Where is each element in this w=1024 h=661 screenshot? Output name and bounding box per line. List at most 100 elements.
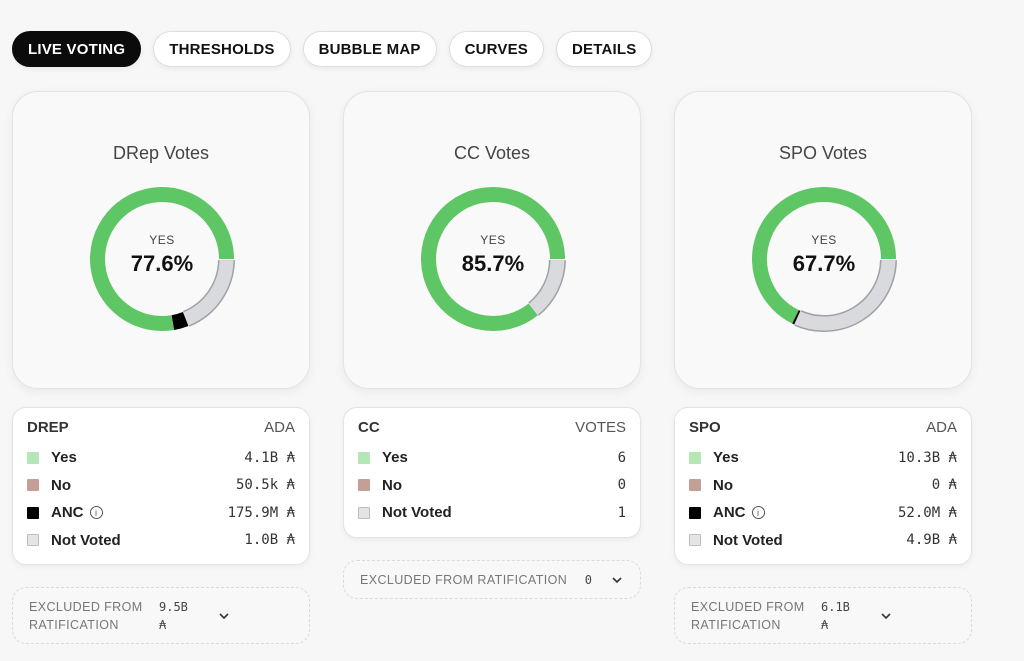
info-icon[interactable]: i (751, 506, 765, 520)
drep-anc-segment (171, 311, 189, 330)
spo-card-title: SPO Votes (778, 143, 868, 163)
legend-value: 6 (617, 449, 626, 466)
spo-anc-segment (792, 310, 801, 325)
legend-label: ANC (51, 504, 84, 522)
legend-row-yes: Yes 6 (358, 444, 626, 472)
cc-yes-percent: 85.7% (461, 251, 525, 276)
cc-column: CC Votes YES 85.7% CC VOTES Yes 6 No 0 N… (343, 91, 641, 538)
drep-donut-center: YES 77.6% (89, 186, 235, 332)
drep-donut-chart (90, 187, 235, 331)
excluded-value: 0 (584, 572, 592, 587)
cc-yes-segment (421, 187, 565, 331)
drep-yes-segment (90, 187, 234, 331)
spo-column: SPO Votes YES 67.7% SPO ADA Yes 10.3B ₳ … (674, 91, 972, 565)
spo-yes-segment (752, 187, 896, 324)
spo-legend: SPO ADA Yes 10.3B ₳ No 0 ₳ ANC i 52.0M ₳ … (674, 407, 972, 565)
info-icon[interactable]: i (89, 506, 103, 520)
drep-yes-percent: 77.6% (130, 251, 194, 276)
legend-value: 175.9M ₳ (227, 504, 295, 521)
excluded-label: EXCLUDED FROM RATIFICATION (360, 572, 568, 587)
drep-legend-title: DREP (27, 419, 69, 436)
legend-value: 4.9B ₳ (906, 532, 957, 549)
drep-votes-card: DRep Votes YES 77.6% (12, 91, 310, 389)
not-voted-swatch (689, 534, 701, 547)
legend-row-no: No 0 (358, 472, 626, 500)
tab-live-voting[interactable]: LIVE VOTING (12, 31, 142, 67)
chevron-down-icon (612, 576, 622, 583)
spo-donut-center: YES 67.7% (751, 186, 897, 332)
legend-row-anc: ANC i 52.0M ₳ (689, 499, 957, 527)
not-voted-swatch (358, 506, 370, 519)
legend-label: Not Voted (382, 504, 452, 522)
cc-legend-title: CC (358, 419, 380, 436)
no-swatch (689, 479, 701, 492)
cc-not-voted-segment (528, 259, 565, 315)
excluded-label: EXCLUDED FROM RATIFICATION (29, 599, 143, 632)
tab-details[interactable]: DETAILS (556, 31, 653, 67)
spo-legend-header: SPO ADA (689, 419, 957, 436)
yes-swatch (689, 451, 701, 464)
legend-value: 10.3B ₳ (897, 449, 957, 466)
legend-value: 0 (617, 477, 626, 494)
legend-value: 1 (617, 504, 626, 521)
legend-label: No (51, 476, 71, 494)
cc-excluded-toggle[interactable]: EXCLUDED FROM RATIFICATION 0 (343, 560, 641, 599)
drep-not-voted-segment (182, 259, 234, 326)
spo-yes-label: YES (811, 233, 837, 247)
legend-label: Not Voted (713, 531, 783, 549)
legend-row-no: No 50.5k ₳ (27, 472, 295, 500)
legend-label: Yes (713, 449, 739, 467)
legend-row-not-voted: Not Voted 4.9B ₳ (689, 527, 957, 555)
anc-swatch (689, 506, 701, 519)
yes-swatch (358, 451, 370, 464)
excluded-label: EXCLUDED FROM RATIFICATION (691, 599, 805, 632)
spo-yes-percent: 67.7% (792, 251, 856, 276)
legend-label: Yes (382, 449, 408, 467)
drep-legend-unit: ADA (264, 419, 295, 436)
legend-label: No (713, 476, 733, 494)
drep-card-title: DRep Votes (112, 143, 210, 163)
legend-row-not-voted: Not Voted 1 (358, 499, 626, 527)
tab-thresholds[interactable]: THRESHOLDS (153, 31, 291, 67)
drep-column: DRep Votes YES 77.6% DREP ADA Yes 4.1B ₳… (12, 91, 310, 565)
yes-swatch (27, 451, 39, 464)
excluded-value: 9.5B ₳ (159, 599, 188, 632)
spo-legend-unit: ADA (926, 419, 957, 436)
cc-donut-chart (421, 187, 566, 331)
not-voted-swatch (27, 534, 39, 547)
legend-label: Yes (51, 449, 77, 467)
legend-value: 4.1B ₳ (244, 449, 295, 466)
legend-label: No (382, 476, 402, 494)
chevron-down-icon (881, 612, 891, 619)
tab-bubble-map[interactable]: BUBBLE MAP (302, 31, 437, 67)
cc-donut-center: YES 85.7% (420, 186, 566, 332)
cc-votes-card: CC Votes YES 85.7% (343, 91, 641, 389)
anc-swatch (27, 506, 39, 519)
cc-card-title: CC Votes (453, 143, 531, 163)
chevron-down-icon (219, 612, 229, 619)
drep-excluded-toggle[interactable]: EXCLUDED FROM RATIFICATION 9.5B ₳ (12, 587, 310, 644)
legend-row-no: No 0 ₳ (689, 472, 957, 500)
no-swatch (27, 479, 39, 492)
legend-label: ANC (713, 504, 746, 522)
legend-row-not-voted: Not Voted 1.0B ₳ (27, 527, 295, 555)
excluded-value: 6.1B ₳ (821, 599, 850, 632)
spo-not-voted-segment (794, 259, 896, 331)
cc-yes-label: YES (480, 233, 506, 247)
legend-value: 1.0B ₳ (244, 532, 295, 549)
legend-value: 52.0M ₳ (897, 504, 957, 521)
tab-curves[interactable]: CURVES (448, 31, 545, 67)
drep-legend-header: DREP ADA (27, 419, 295, 436)
spo-votes-card: SPO Votes YES 67.7% (674, 91, 972, 389)
no-swatch (358, 479, 370, 492)
legend-value: 50.5k ₳ (235, 477, 295, 494)
spo-donut-chart (752, 187, 897, 332)
legend-row-yes: Yes 10.3B ₳ (689, 444, 957, 472)
legend-row-anc: ANC i 175.9M ₳ (27, 499, 295, 527)
cc-legend-unit: VOTES (575, 419, 626, 436)
spo-excluded-toggle[interactable]: EXCLUDED FROM RATIFICATION 6.1B ₳ (674, 587, 972, 644)
legend-label: Not Voted (51, 531, 121, 549)
cc-legend: CC VOTES Yes 6 No 0 Not Voted 1 (343, 407, 641, 538)
drep-legend: DREP ADA Yes 4.1B ₳ No 50.5k ₳ ANC i 175.… (12, 407, 310, 565)
spo-legend-title: SPO (689, 419, 721, 436)
